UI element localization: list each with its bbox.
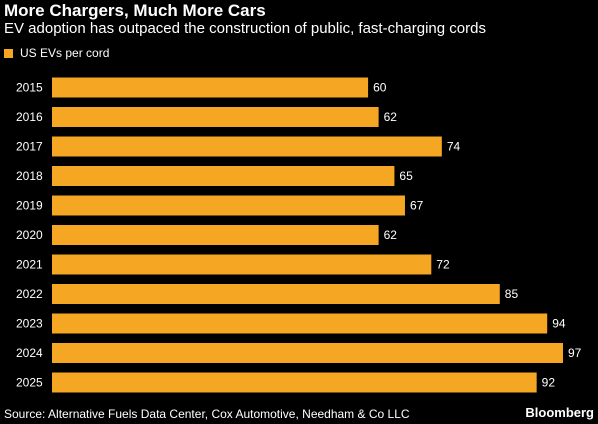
value-label-2015: 60: [373, 81, 387, 95]
value-label-2019: 67: [410, 199, 424, 213]
value-label-2017: 74: [447, 140, 461, 154]
bar-2020: [52, 225, 379, 245]
bar-2022: [52, 284, 500, 304]
chart-subtitle: EV adoption has outpaced the constructio…: [4, 20, 486, 37]
bloomberg-logo: Bloomberg: [525, 405, 594, 420]
value-label-2025: 92: [542, 376, 556, 390]
category-label-2015: 2015: [16, 81, 43, 95]
value-label-2018: 65: [399, 169, 413, 183]
source-note: Source: Alternative Fuels Data Center, C…: [4, 407, 410, 421]
bar-chart: 2015 60 2016 62 2017 74 2018 65 2019 67 2020 62 2021…: [16, 77, 582, 393]
value-label-2023: 94: [552, 317, 566, 331]
value-label-2016: 62: [384, 110, 398, 124]
bar-2019: [52, 195, 405, 216]
legend-label: US EVs per cord: [20, 46, 110, 60]
value-label-2021: 72: [436, 258, 450, 272]
chart-title: More Chargers, Much More Cars: [4, 1, 266, 20]
value-label-2022: 85: [505, 287, 519, 301]
bar-2025: [52, 372, 537, 393]
bar-2018: [52, 166, 395, 186]
legend: US EVs per cord: [4, 46, 109, 60]
value-label-2020: 62: [384, 228, 398, 242]
bar-2017: [52, 136, 442, 157]
category-label-2024: 2024: [16, 346, 43, 360]
bar-2016: [52, 107, 379, 127]
value-label-2024: 97: [568, 346, 582, 360]
bar-2021: [52, 254, 432, 275]
category-label-2018: 2018: [16, 169, 43, 183]
category-label-2016: 2016: [16, 110, 43, 124]
bar-2024: [52, 343, 563, 363]
legend-swatch: [4, 48, 13, 58]
category-label-2017: 2017: [16, 140, 43, 154]
category-label-2023: 2023: [16, 317, 43, 331]
bar-2015: [52, 77, 369, 98]
category-label-2020: 2020: [16, 228, 43, 242]
category-label-2025: 2025: [16, 376, 43, 390]
category-label-2021: 2021: [16, 258, 43, 272]
category-label-2019: 2019: [16, 199, 43, 213]
bar-2023: [52, 313, 548, 334]
category-label-2022: 2022: [16, 287, 43, 301]
